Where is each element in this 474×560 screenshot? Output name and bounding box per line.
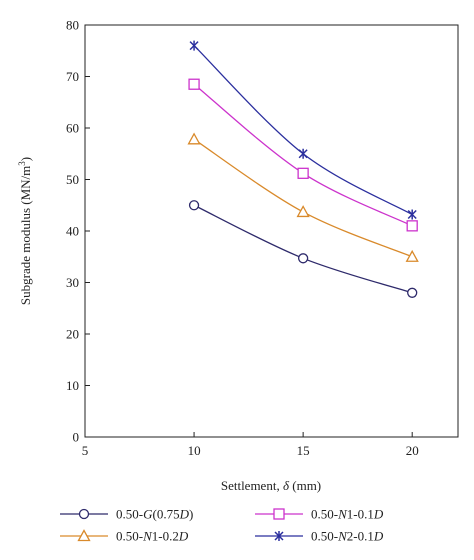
data-point-triangle [296, 205, 310, 218]
legend-label-part: D [179, 507, 190, 522]
legend-label-part: 0.50- [116, 507, 143, 522]
x-axis-label-text: Settlement, [221, 478, 283, 493]
x-tick-label: 5 [82, 443, 89, 458]
y-tick-label: 0 [73, 430, 80, 445]
legend-label: 0.50-G(0.75D) [116, 507, 193, 522]
data-point-triangle [187, 132, 201, 145]
axes-layer: 0 10 20 30 40 50 60 70 80 5 10 15 20 [66, 18, 419, 459]
data-point-circle [188, 200, 200, 211]
series-3 [187, 132, 419, 262]
data-point-star [298, 148, 308, 159]
legend-marker-triangle [77, 529, 91, 542]
x-axis-label: Settlement, δ (mm) [221, 478, 321, 493]
legend-label-part: N [142, 529, 153, 544]
data-point-circle [407, 287, 418, 298]
legend-label-part: (0.75 [152, 507, 179, 522]
x-tick-label: 20 [406, 443, 419, 458]
legend-label-part: 0.50- [311, 529, 338, 544]
legend-label-part: 0.50- [311, 507, 338, 522]
data-point-triangle [405, 249, 419, 262]
x-axis-label-unit: (mm) [289, 478, 321, 493]
legend-item: 0.50-N1-0.2D [60, 529, 189, 544]
legend-label-part: 1-0.1 [347, 507, 374, 522]
legend-label-part: 0.50- [116, 529, 143, 544]
legend-label-part: N [337, 507, 348, 522]
legend-label-part: D [178, 529, 189, 544]
y-tick-label: 60 [66, 121, 79, 136]
legend-label: 0.50-N2-0.1D [311, 529, 384, 544]
legend-label-part: G [143, 507, 153, 522]
series-2 [188, 78, 418, 232]
data-point-circle [297, 253, 309, 264]
legend: 0.50-G(0.75D) 0.50-N1-0.1D0.50-N1-0.2D 0.5… [60, 507, 384, 544]
legend-marker-star [274, 531, 284, 541]
y-tick-label: 10 [66, 378, 79, 393]
series-layer [187, 40, 419, 298]
data-point-square [297, 167, 309, 179]
axis-labels: Settlement, δ (mm) Subgrade modulus (MN/… [17, 157, 321, 493]
legend-item: 0.50-N2-0.1D [255, 529, 384, 544]
data-point-star [407, 209, 417, 220]
y-axis-label-text: Subgrade modulus (MN/m [18, 166, 33, 305]
legend-label-part: N [337, 529, 348, 544]
y-tick-label: 40 [66, 224, 79, 239]
legend-label-part: D [373, 529, 384, 544]
x-tick-label: 10 [188, 443, 201, 458]
legend-label-part: D [373, 507, 384, 522]
legend-label-part: 2-0.1 [347, 529, 374, 544]
data-point-square [188, 78, 200, 90]
plot-frame [84, 24, 459, 438]
x-axis-label-symbol: δ [283, 478, 290, 493]
legend-label: 0.50-N1-0.2D [116, 529, 189, 544]
data-point-star [189, 40, 199, 51]
legend-marker-circle [78, 508, 90, 520]
y-axis-label: Subgrade modulus (MN/m3) [17, 157, 33, 305]
series-1 [188, 200, 418, 298]
y-axis-label-superscript: 3 [17, 161, 27, 166]
y-tick-label: 20 [66, 327, 79, 342]
series-line [193, 45, 413, 216]
y-tick-label: 70 [66, 69, 79, 84]
legend-label-part: 1-0.2 [152, 529, 179, 544]
y-tick-label: 30 [66, 275, 79, 290]
x-tick-label: 15 [297, 443, 310, 458]
y-axis-label-close: ) [18, 157, 33, 161]
legend-item: 0.50-G(0.75D) [60, 507, 193, 522]
series-line [193, 204, 413, 294]
data-point-square [406, 220, 418, 232]
series-4 [189, 40, 417, 220]
legend-item: 0.50-N1-0.1D [255, 507, 384, 522]
y-tick-label: 50 [66, 172, 79, 187]
y-tick-label: 80 [66, 18, 79, 33]
legend-marker-square [273, 508, 285, 520]
legend-label: 0.50-N1-0.1D [311, 507, 384, 522]
legend-label-part: ) [189, 507, 193, 522]
